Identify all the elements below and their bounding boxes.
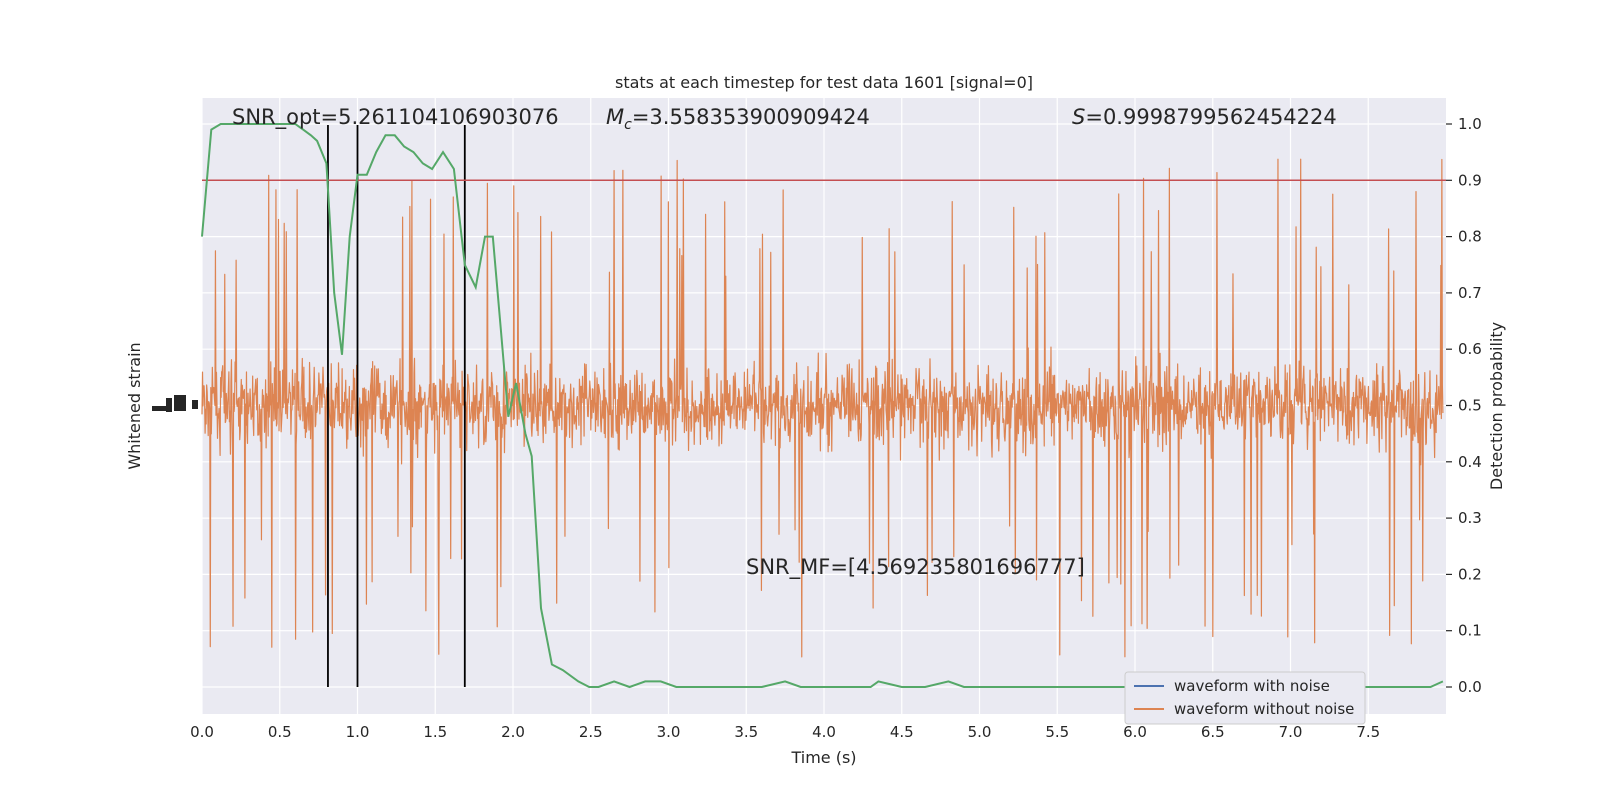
x-tick-label: 7.5 <box>1356 723 1380 741</box>
x-tick-label: 4.5 <box>890 723 914 741</box>
y-right-tick-label: 0.6 <box>1458 340 1482 358</box>
legend-box <box>1124 671 1366 725</box>
left-axis-tick-cluster <box>152 395 198 412</box>
legend-label-without-noise: waveform without noise <box>1174 700 1354 718</box>
x-tick-label: 2.0 <box>501 723 525 741</box>
vertical-markers <box>327 125 466 687</box>
chirp-mass-annotation: Mc=3.558353900909424 <box>606 105 870 133</box>
waveform-without-noise-series <box>201 158 1444 658</box>
y-right-tick-label: 1.0 <box>1458 115 1482 133</box>
x-axis: 0.0 0.5 1.0 1.5 2.0 2.5 3.0 3.5 4.0 4.5 5.0 5.5 6.0 6… <box>190 723 1380 741</box>
x-tick-label: 6.5 <box>1201 723 1225 741</box>
y-left-axis-label: Whitened strain <box>125 342 144 469</box>
y-right-tick-label: 0.1 <box>1458 622 1482 640</box>
chart-title: stats at each timestep for test data 160… <box>615 73 1033 92</box>
y-right-tick-label: 0.9 <box>1458 171 1482 189</box>
x-tick-label: 3.5 <box>734 723 758 741</box>
x-tick-label: 6.0 <box>1123 723 1147 741</box>
s-annotation: S=0.9998799562454224 <box>1072 105 1337 129</box>
y-right-tick-label: 0.3 <box>1458 509 1482 527</box>
y-right-axis: 0.0 0.1 0.2 0.3 0.4 0.5 0.6 0.7 0.8 0.9 1.0 <box>1446 115 1482 696</box>
snr-opt-annotation: SNR_opt=5.261104106903076 <box>232 105 559 130</box>
x-tick-label: 0.5 <box>268 723 292 741</box>
x-axis-label: Time (s) <box>790 748 856 767</box>
y-right-tick-label: 0.0 <box>1458 678 1482 696</box>
legend-label-with-noise: waveform with noise <box>1174 677 1330 695</box>
x-tick-label: 1.5 <box>423 723 447 741</box>
waveform-without-noise-line <box>201 158 1444 658</box>
y-right-tick-label: 0.7 <box>1458 284 1482 302</box>
x-tick-label: 0.0 <box>190 723 214 741</box>
x-tick-label: 5.5 <box>1045 723 1069 741</box>
y-right-tick-label: 0.5 <box>1458 397 1482 415</box>
x-tick-label: 5.0 <box>968 723 992 741</box>
x-tick-label: 1.0 <box>346 723 370 741</box>
x-tick-label: 4.0 <box>812 723 836 741</box>
detection-probability-series <box>201 123 1444 689</box>
y-right-tick-label: 0.2 <box>1458 565 1482 583</box>
y-right-axis-label: Detection probability <box>1487 322 1506 490</box>
snr-mf-annotation: SNR_MF=[4.569235801696777] <box>746 555 1085 580</box>
legend: waveform with noise waveform without noi… <box>1124 671 1366 725</box>
x-tick-label: 7.0 <box>1279 723 1303 741</box>
x-tick-label: 2.5 <box>579 723 603 741</box>
x-tick-label: 3.0 <box>657 723 681 741</box>
y-right-tick-label: 0.4 <box>1458 453 1482 471</box>
y-right-tick-label: 0.8 <box>1458 228 1482 246</box>
